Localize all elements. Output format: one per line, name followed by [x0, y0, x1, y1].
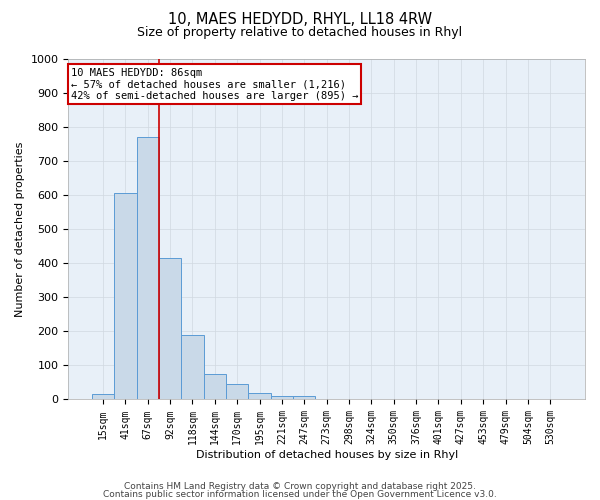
Bar	[181, 335, 203, 400]
Text: Size of property relative to detached houses in Rhyl: Size of property relative to detached ho…	[137, 26, 463, 39]
Bar	[137, 138, 159, 400]
Text: Contains HM Land Registry data © Crown copyright and database right 2025.: Contains HM Land Registry data © Crown c…	[124, 482, 476, 491]
Y-axis label: Number of detached properties: Number of detached properties	[15, 142, 25, 317]
Bar	[159, 258, 181, 400]
Bar	[92, 394, 114, 400]
X-axis label: Distribution of detached houses by size in Rhyl: Distribution of detached houses by size …	[196, 450, 458, 460]
Bar	[271, 396, 293, 400]
Bar	[114, 194, 137, 400]
Text: Contains public sector information licensed under the Open Government Licence v3: Contains public sector information licen…	[103, 490, 497, 499]
Text: 10 MAES HEDYDD: 86sqm
← 57% of detached houses are smaller (1,216)
42% of semi-d: 10 MAES HEDYDD: 86sqm ← 57% of detached …	[71, 68, 358, 100]
Bar	[203, 374, 226, 400]
Bar	[248, 392, 271, 400]
Text: 10, MAES HEDYDD, RHYL, LL18 4RW: 10, MAES HEDYDD, RHYL, LL18 4RW	[168, 12, 432, 28]
Bar	[226, 384, 248, 400]
Bar	[293, 396, 316, 400]
